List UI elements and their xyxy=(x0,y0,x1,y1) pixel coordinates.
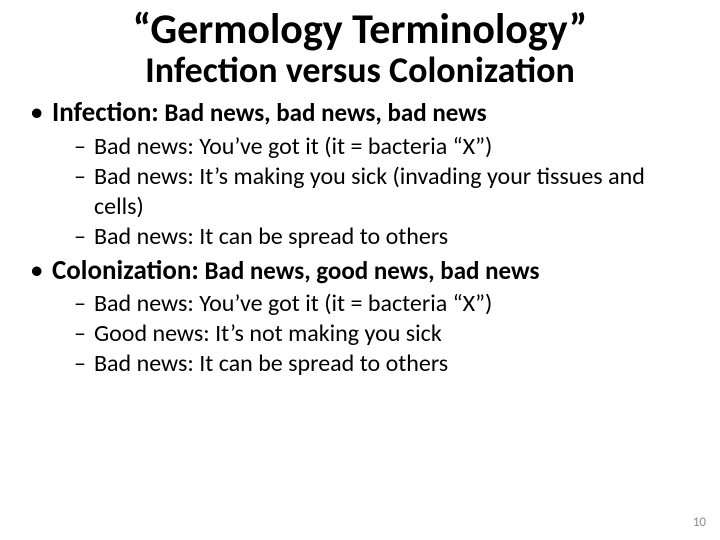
bullet-lead: Infection: xyxy=(52,96,159,129)
sub-item: Bad news: You’ve got it (it = bacteria “… xyxy=(52,289,692,319)
bullet-tail: Bad news, good news, bad news xyxy=(199,255,540,286)
bullet-lead: Colonization: xyxy=(52,254,199,287)
sub-list: Bad news: You’ve got it (it = bacteria “… xyxy=(52,289,692,379)
sub-item: Good news: It’s not making you sick xyxy=(52,319,692,349)
slide: “Germology Terminology” Infection versus… xyxy=(0,0,720,379)
sub-item: Bad news: It’s making you sick (invading… xyxy=(52,162,692,222)
sub-item: Bad news: It can be spread to others xyxy=(52,349,692,379)
title-line-2: Infection versus Colonization xyxy=(28,52,692,90)
slide-title: “Germology Terminology” Infection versus… xyxy=(28,8,692,90)
sub-item: Bad news: You’ve got it (it = bacteria “… xyxy=(52,132,692,162)
title-line-1: “Germology Terminology” xyxy=(28,8,692,52)
sub-item: Bad news: It can be spread to others xyxy=(52,222,692,252)
bullet-tail: Bad news, bad news, bad news xyxy=(159,97,487,128)
page-number: 10 xyxy=(693,515,706,530)
bullet-list: Infection: Bad news, bad news, bad news … xyxy=(28,96,692,380)
bullet-item: Colonization: Bad news, good news, bad n… xyxy=(28,254,692,380)
sub-list: Bad news: You’ve got it (it = bacteria “… xyxy=(52,132,692,252)
bullet-item: Infection: Bad news, bad news, bad news … xyxy=(28,96,692,252)
